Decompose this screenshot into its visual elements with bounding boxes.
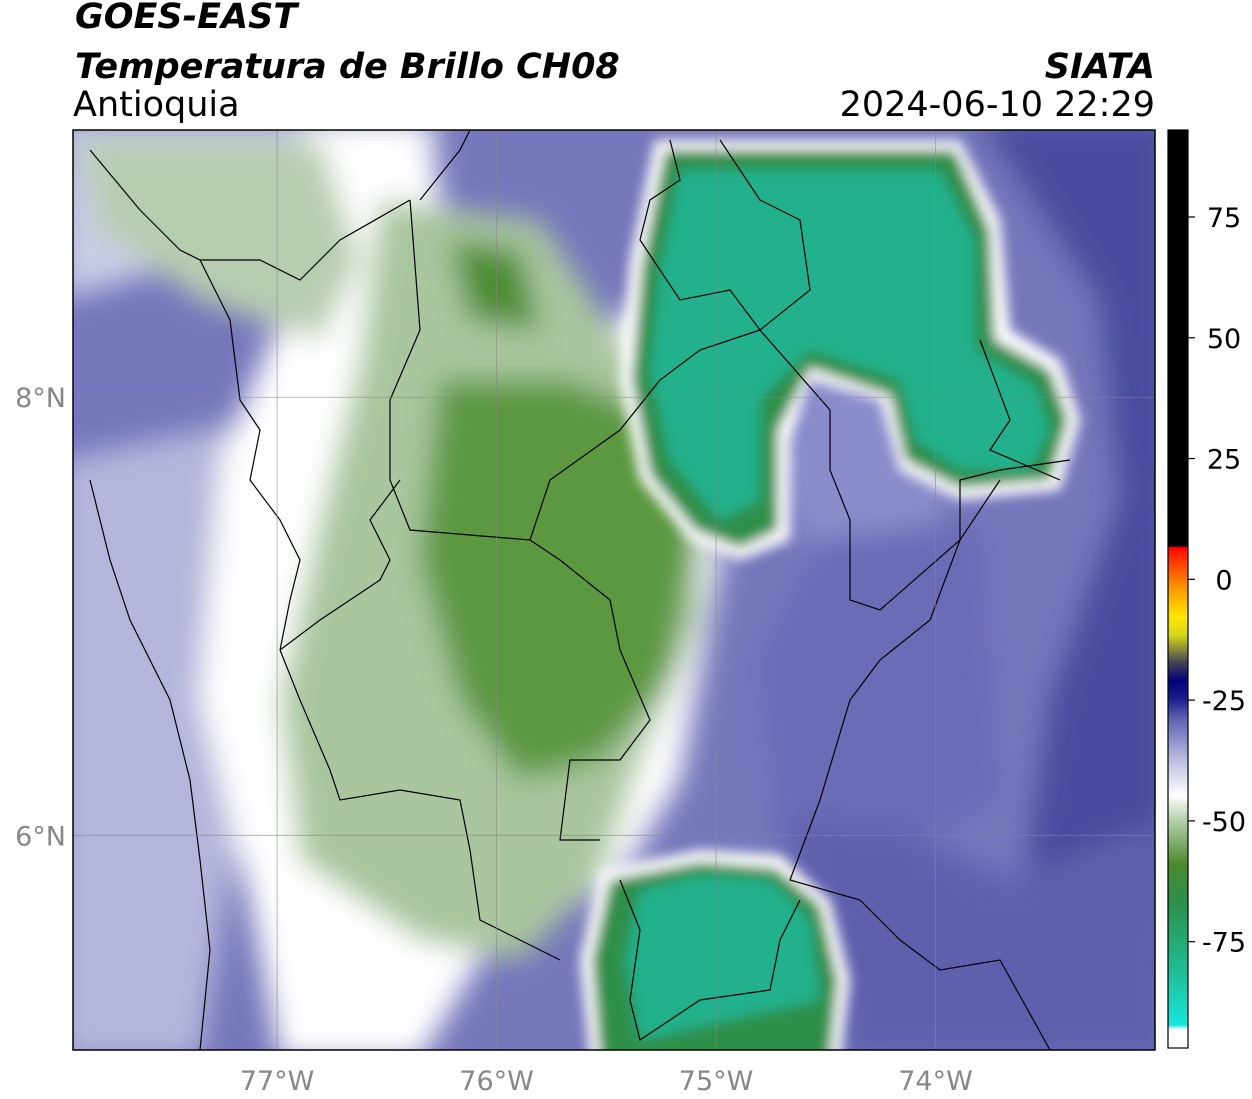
- colorbar-tick-label: 0: [1215, 565, 1232, 596]
- lon-label: 74°W: [898, 1066, 973, 1097]
- timestamp: 2024-06-10 22:29: [840, 85, 1155, 125]
- colorbar: [1167, 129, 1189, 1049]
- region: Antioquia: [73, 85, 240, 125]
- source: SIATA: [1045, 47, 1155, 87]
- graticule: [73, 130, 1155, 1050]
- colorbar-tick-label: 50: [1207, 324, 1241, 355]
- map-frame: [72, 129, 1156, 1051]
- colorbar-tick-label: 25: [1207, 445, 1241, 476]
- colorbar-tick-label: -25: [1202, 686, 1246, 717]
- lat-label: 6°N: [15, 821, 66, 852]
- lon-label: 77°W: [240, 1066, 315, 1097]
- lon-label: 76°W: [459, 1066, 534, 1097]
- colorbar-tick-label: 75: [1207, 203, 1241, 234]
- colorbar-tick-label: -50: [1202, 807, 1246, 838]
- title: GOES-EAST: [75, 0, 300, 37]
- lat-label: 8°N: [15, 383, 66, 414]
- lon-label: 75°W: [679, 1066, 754, 1097]
- colorbar-tick-label: -75: [1202, 928, 1246, 959]
- satellite-image: [73, 130, 1155, 1050]
- subtitle: Temperatura de Brillo CH08: [75, 47, 620, 87]
